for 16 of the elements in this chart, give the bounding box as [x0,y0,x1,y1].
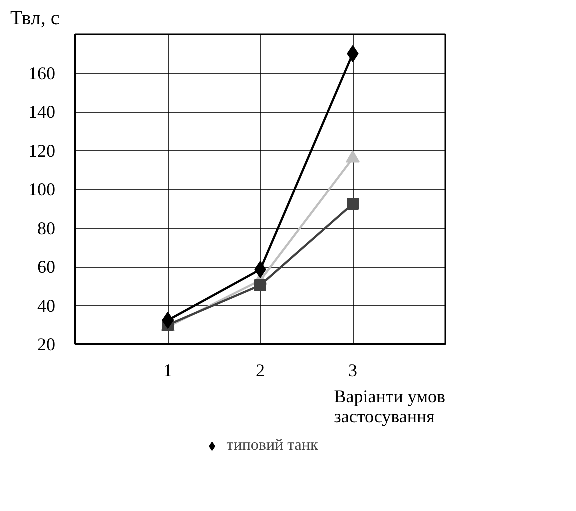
y-tick-label: 40 [38,296,56,316]
y-tick-label: 140 [28,102,56,122]
x-axis-title: Варіанти умов застосування [334,386,446,426]
y-tick-label: 120 [28,140,56,161]
x-tick-label: 2 [256,360,265,380]
y-axis-title: Твл, с [10,8,60,30]
point [254,279,266,292]
y-tick-label: 20 [38,334,56,354]
x-tick-label: 3 [348,360,358,380]
y-tick-label: 80 [38,218,56,238]
y-tick-label: 100 [28,180,56,200]
y-tick-label: 60 [38,257,56,277]
legend-label: типовий танк [226,437,318,455]
y-tick-label: 160 [28,63,56,84]
x-tick-label: 1 [164,360,172,380]
point [347,198,359,210]
